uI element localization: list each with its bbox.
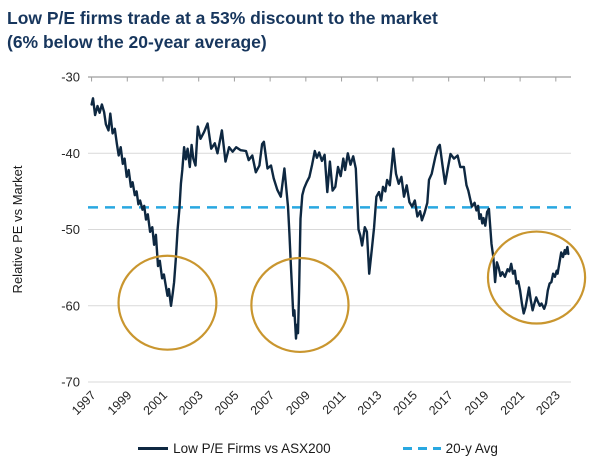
y-tick-label: -60: [61, 298, 80, 313]
x-tick-label: 2005: [212, 388, 242, 418]
chart-title-line2: (6% below the 20-year average): [7, 32, 267, 52]
highlight-circles: [117, 230, 587, 354]
series-line: [90, 97, 570, 340]
x-tick-label: 2017: [426, 388, 456, 418]
highlight-ellipse: [486, 230, 587, 325]
chart-title: Low P/E firms trade at a 53% discount to…: [7, 6, 587, 54]
chart-title-line1: Low P/E firms trade at a 53% discount to…: [7, 8, 438, 28]
x-tick-label: 2001: [141, 388, 171, 418]
y-tick-label: -40: [61, 146, 80, 161]
x-tick-label: 2015: [391, 388, 421, 418]
legend-item-avg: 20-y Avg: [402, 441, 498, 456]
x-tick-label: 2009: [283, 388, 313, 418]
dashed-line-marker: [402, 447, 441, 450]
solid-line-marker: [138, 447, 169, 450]
y-tick-label: -70: [61, 375, 80, 390]
data-series: [90, 97, 570, 340]
chart-legend: Low P/E Firms vs ASX200 20-y Avg: [14, 441, 608, 456]
axes: [88, 76, 571, 82]
highlight-ellipse: [117, 254, 218, 351]
highlight-ellipse: [250, 256, 350, 354]
x-tick-label: 2013: [355, 388, 385, 418]
legend-avg-label: 20-y Avg: [445, 441, 498, 456]
legend-item-series: Low P/E Firms vs ASX200: [138, 441, 331, 456]
legend-series-label: Low P/E Firms vs ASX200: [173, 441, 331, 456]
y-axis-title: Relative PE vs Market: [10, 165, 25, 293]
x-tick-label: 1999: [105, 388, 135, 418]
y-tick-label: -50: [61, 222, 80, 237]
x-tick-label: 2003: [176, 388, 206, 418]
x-tick-label: 2023: [533, 388, 563, 418]
x-tick-label: 1997: [69, 388, 99, 418]
x-tick-label: 2007: [248, 388, 278, 418]
x-tick-label: 2019: [462, 388, 492, 418]
x-tick-label: 2011: [320, 388, 349, 417]
x-tick-label: 2021: [498, 388, 528, 418]
y-tick-label: -30: [61, 70, 80, 85]
